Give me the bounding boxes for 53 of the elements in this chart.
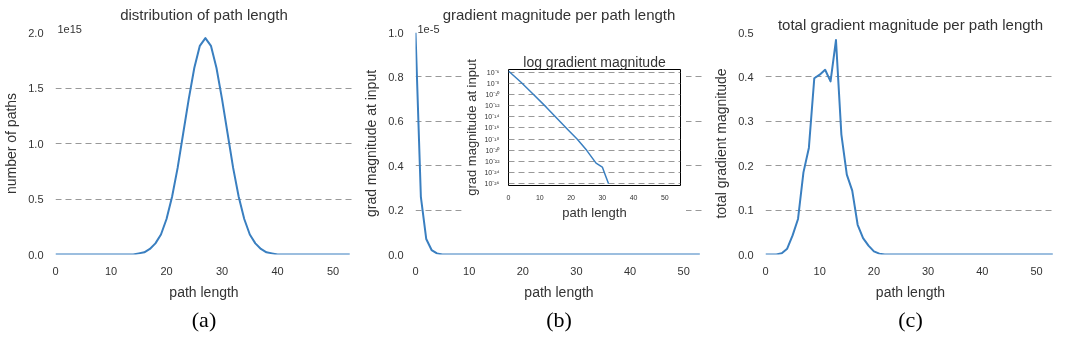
x-tick-label: 10 — [104, 264, 118, 277]
y-tick-label: 0.0 — [388, 248, 404, 261]
x-axis-title: path length — [169, 283, 239, 300]
x-tick-label: 20 — [160, 264, 173, 277]
y-axis-title: number of paths — [3, 92, 20, 195]
y-tick-label: 0.1 — [738, 204, 754, 217]
x-axis-title: path length — [875, 283, 946, 300]
y-axis-title: grad magnitude at input — [464, 58, 480, 196]
x-tick-label: 20 — [867, 264, 881, 277]
x-tick-label: 20 — [516, 264, 529, 277]
y-tick-label: 0.3 — [738, 115, 754, 128]
y-tick-label: 0.0 — [738, 248, 754, 261]
y-tick-label: 0.4 — [738, 70, 754, 83]
x-tick-label: 10 — [813, 264, 826, 277]
annotation: 1e-5 — [417, 22, 440, 35]
x-tick-label: 0 — [762, 264, 769, 277]
x-tick-label: 50 — [1030, 264, 1043, 277]
x-tick-label: 50 — [326, 264, 340, 277]
y-tick-label: 0.5 — [738, 26, 754, 39]
x-axis-title: path length — [562, 204, 627, 220]
y-tick-label: 0.5 — [28, 193, 44, 205]
y-tick-label: 0.0 — [28, 248, 44, 261]
y-tick-label: 1.0 — [388, 26, 404, 39]
y-tick-label: 0.2 — [738, 159, 754, 172]
y-tick-label: 1.0 — [28, 137, 44, 150]
x-tick-label: 40 — [623, 264, 637, 277]
x-tick-label: 0 — [52, 264, 59, 277]
chart-title: total gradient magnitude per path length — [777, 15, 1044, 33]
x-tick-label: 30 — [922, 264, 935, 277]
annotation: 1e15 — [57, 22, 82, 35]
text: (a) — [191, 306, 217, 332]
text: (c) — [898, 306, 923, 332]
x-axis-title: path length — [524, 283, 594, 300]
chart-title: log gradient magnitude — [523, 53, 666, 70]
text: (b) — [546, 306, 572, 332]
x-tick-label: 10 — [463, 264, 476, 277]
y-tick-label: 0.4 — [388, 159, 404, 172]
chart-title: gradient magnitude per path length — [442, 5, 676, 23]
x-tick-label: 40 — [976, 264, 989, 277]
x-tick-label: 40 — [271, 264, 284, 277]
y-tick-label: 0.6 — [388, 115, 404, 128]
y-tick-label: 2.0 — [28, 26, 44, 39]
chart-title: distribution of path length — [120, 5, 288, 23]
x-tick-label: 30 — [570, 264, 583, 277]
x-tick-label: 0 — [412, 264, 419, 277]
y-axis-title: total gradient magnitude — [713, 68, 730, 219]
y-tick-label: 1.5 — [28, 82, 44, 94]
y-tick-label: 0.2 — [388, 204, 404, 217]
x-tick-label: 30 — [215, 264, 229, 277]
y-tick-label: 0.8 — [388, 70, 404, 83]
y-axis-title: grad magnitude at input — [363, 69, 380, 218]
line-series — [508, 70, 610, 185]
x-tick-label: 50 — [677, 264, 690, 277]
